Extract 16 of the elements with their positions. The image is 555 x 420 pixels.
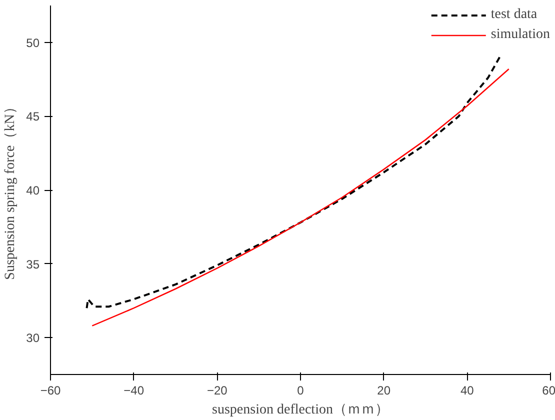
legend-label: test data (490, 7, 538, 23)
y-tick-label: 45 (26, 110, 40, 124)
y-axis-title: Suspension spring force（kN） (3, 100, 18, 280)
y-tick-label: 30 (26, 331, 40, 346)
x-tick-label: 40 (460, 384, 474, 398)
y-tick-label: 40 (26, 184, 40, 198)
legend-label: simulation (490, 27, 550, 43)
x-axis-title: suspension deflection（ｍｍ） (212, 402, 389, 418)
y-tick-label: 50 (26, 36, 40, 50)
x-tick-label: 60 (542, 384, 555, 398)
x-tick-label: −40 (124, 384, 144, 398)
x-tick-label: 0 (297, 384, 304, 398)
x-tick-label: −20 (206, 384, 228, 398)
y-tick-label: 35 (26, 257, 40, 272)
x-tick-label: 20 (377, 384, 391, 398)
x-tick-label: −60 (40, 384, 62, 398)
